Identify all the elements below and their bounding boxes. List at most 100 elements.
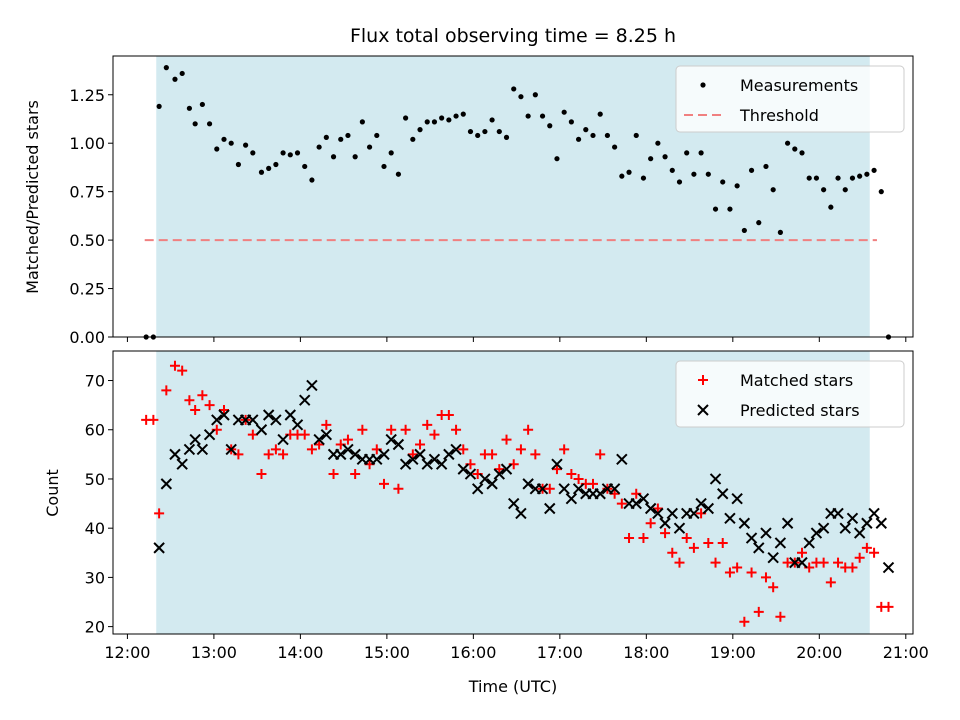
matched-point [732,562,743,573]
measurement-point [323,134,329,140]
measurement-point [676,179,683,185]
matched-point [544,483,555,494]
predicted-point [875,517,887,529]
measurement-point [489,117,495,123]
matched-point [204,400,215,411]
legend-box [675,65,905,133]
predicted-point [414,448,426,461]
predicted-point [500,463,513,475]
matched-point [184,395,195,406]
predicted-point [717,488,729,500]
measurement-point [849,175,856,181]
predicted-point [457,463,469,475]
measurement-point [172,76,178,82]
x-tick-label: 12:00 [104,643,150,662]
predicted-point [781,517,794,529]
predicted-point [803,537,815,549]
matched-point [487,449,498,460]
predicted-point [565,492,578,505]
matched-point [645,518,656,529]
matched-point [197,390,208,401]
predicted-point [342,443,354,456]
predicted-point [572,483,585,495]
matched-point [328,469,339,480]
measurement-point [206,121,213,127]
measurement-point [266,165,272,171]
matched-point [342,434,353,445]
measurement-point [684,150,690,156]
matched-point [652,503,663,514]
matched-point [588,478,598,489]
matched-point [861,542,872,553]
measurement-point [302,163,308,170]
predicted-point [306,379,318,392]
bottom-y-axis-label: Count [43,469,62,517]
measurement-point [590,132,596,139]
measurement-point [864,171,870,177]
measurement-point [770,187,776,193]
matched-point [501,434,512,445]
measurement-point [482,128,488,135]
predicted-point [810,527,823,539]
predicted-point [371,453,383,465]
measurement-point [453,113,459,119]
y-tick-label: 50 [85,470,105,489]
predicted-point [738,517,751,529]
matched-point [350,469,361,480]
predicted-point [630,497,642,510]
x-axis-label: Time (UTC) [468,677,557,696]
measurement-point [503,134,510,140]
measurement-point [756,220,762,226]
predicted-point [320,428,333,441]
series-predicted-stars [153,379,895,574]
matched-point [703,537,714,548]
measurement-point [243,142,249,148]
legend-box [675,360,905,428]
predicted-point [644,502,657,515]
predicted-point [652,507,664,520]
predicted-point [724,512,736,525]
matched-point [314,439,325,450]
measurement-point [878,189,884,195]
legend-label-measurements: Measurements [740,76,858,95]
predicted-point [160,478,173,490]
matched-point [624,533,635,544]
y-tick-label: 60 [85,421,105,440]
x-tick-label: 18:00 [623,643,669,662]
predicted-point [659,517,671,529]
predicted-point [536,483,549,495]
measurement-point [640,175,647,181]
predicted-point [428,453,441,465]
predicted-point [753,542,765,554]
top-y-axis: 0.00 0.25 0.50 0.75 1.00 1.25 [69,86,113,347]
matched-point [847,562,858,573]
matched-point [247,429,258,440]
measurement-point [446,117,452,123]
predicted-point [270,414,282,426]
predicted-point [551,458,563,470]
predicted-point [313,433,325,446]
matched-point [357,424,368,435]
matched-point [638,533,649,544]
measurement-point [842,187,848,193]
matched-point [218,405,229,416]
matched-point [566,469,577,480]
predicted-point [508,497,520,510]
predicted-point [637,492,650,505]
measurement-point [228,140,234,146]
predicted-point [255,424,268,436]
predicted-point [817,522,830,534]
measurement-point [214,146,220,152]
matched-point [775,611,786,622]
measurement-point [258,169,265,175]
measurement-point [532,92,538,98]
matched-point [681,533,692,544]
matched-point [530,449,541,460]
predicted-point [176,458,188,470]
measurement-point [821,187,827,193]
predicted-point [695,497,707,510]
measurement-point [712,206,719,212]
measurement-point [511,86,517,92]
measurement-point [554,156,560,162]
predicted-point [594,488,606,500]
